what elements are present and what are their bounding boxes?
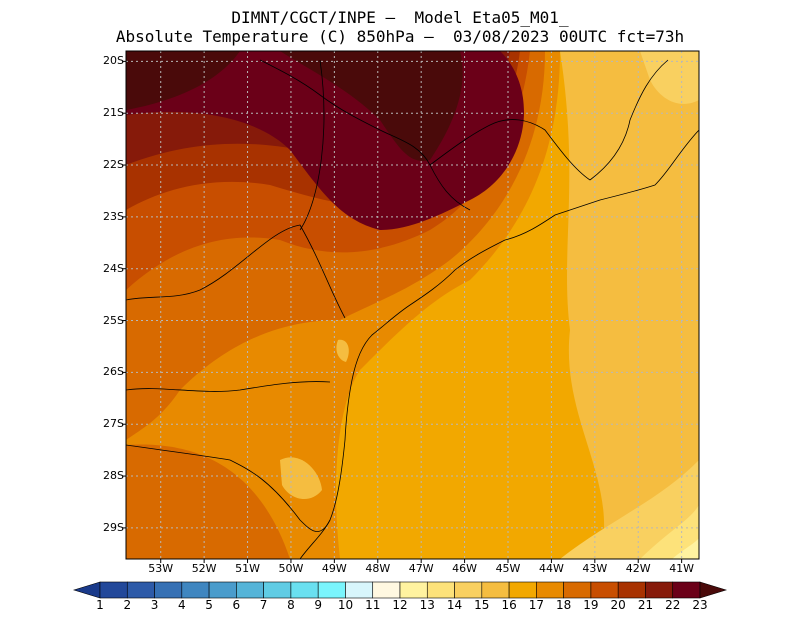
state-border-pr-sc — [126, 381, 331, 392]
colorbar-swatch — [372, 581, 401, 599]
colorbar-label: 17 — [528, 598, 544, 612]
colorbar-label: 1 — [96, 598, 104, 612]
lat-label: 29S — [103, 520, 124, 534]
colorbar-swatch — [454, 581, 483, 599]
colorbar-label: 15 — [474, 598, 490, 612]
lat-label: 27S — [103, 417, 124, 431]
colorbar-swatch — [617, 581, 646, 599]
colorbar-label: 5 — [205, 598, 213, 612]
colorbar-swatch — [399, 581, 428, 599]
lon-label: 46W — [452, 562, 478, 575]
lat-label: 23S — [103, 209, 124, 223]
field-24-west — [126, 51, 240, 110]
axis-ticks — [122, 60, 683, 563]
graticule — [126, 51, 699, 559]
colorbar-label: 2 — [123, 598, 132, 612]
state-border-mg-sp — [259, 59, 471, 211]
lon-label: 44W — [538, 562, 564, 575]
lon-label: 47W — [408, 562, 434, 575]
colorbar-label: 8 — [287, 598, 295, 612]
colorbar-label: 23 — [692, 598, 708, 612]
lon-label: 51W — [235, 562, 260, 575]
colorbar-arrow-high — [699, 581, 728, 599]
lat-label: 24S — [103, 261, 124, 275]
colorbar-label: 3 — [150, 598, 159, 612]
field-se-15 — [560, 460, 699, 559]
state-border-mg-es — [589, 59, 669, 181]
lon-label: 41W — [669, 562, 695, 575]
map-title-line1: DIMNT/CGCT/INPE – Model Eta05_M01_ — [231, 8, 569, 27]
colorbar-swatch — [536, 581, 564, 599]
colorbar-swatch — [563, 581, 592, 599]
colorbar-label: 10 — [337, 598, 354, 612]
colorbar-label: 4 — [177, 598, 186, 612]
colorbar-swatch — [590, 581, 619, 599]
lon-label: 43W — [582, 562, 608, 575]
colorbar-label: 9 — [314, 598, 322, 612]
state-border-sp-pr — [126, 224, 346, 319]
field-se-14 — [640, 505, 699, 559]
lat-label: 28S — [103, 469, 124, 483]
field-se-13 — [672, 538, 699, 559]
colorbar-label: 7 — [259, 598, 268, 612]
colorbar-swatch — [99, 581, 128, 599]
lon-label: 42W — [625, 562, 651, 575]
colorbar-swatch — [645, 581, 674, 599]
lat-label: 22S — [103, 158, 124, 172]
lat-label: 20S — [103, 54, 124, 68]
colorbar-label: 12 — [392, 598, 408, 612]
colorbar-label: 14 — [446, 598, 463, 612]
field-sw-19 — [126, 444, 290, 559]
colorbar-label: 6 — [232, 598, 241, 612]
field-blob2-16 — [336, 339, 349, 362]
colorbar-swatch — [672, 581, 701, 599]
state-border-sc-rs — [126, 444, 331, 532]
colorbar-label: 11 — [365, 598, 381, 612]
lat-label: 26S — [103, 365, 124, 379]
colorbar-label: 13 — [419, 598, 435, 612]
colorbar-swatch — [481, 581, 510, 599]
colorbar-swatch — [263, 581, 292, 599]
state-border-mg-rj — [429, 119, 591, 181]
colorbar-swatch — [236, 581, 264, 599]
colorbar-swatch — [126, 581, 155, 599]
field-ne-15 — [640, 51, 699, 104]
colorbar-label: 16 — [501, 598, 517, 612]
colorbar-label: 22 — [665, 598, 681, 612]
map-title-line2: Absolute Temperature (C) 850hPa – 03/08/… — [115, 27, 685, 46]
lat-label: 25S — [103, 313, 124, 327]
lat-label: 21S — [103, 106, 124, 120]
colorbar-swatch — [345, 581, 374, 599]
colorbar-swatch — [290, 581, 319, 599]
colorbar-swatch — [154, 581, 183, 599]
colorbar-label: 19 — [583, 598, 599, 612]
colorbar-swatch — [508, 581, 537, 599]
colorbar-label: 21 — [637, 598, 654, 612]
colorbar-swatch — [426, 581, 455, 599]
colorbar-swatch — [317, 581, 346, 599]
colorbar-swatch — [181, 581, 210, 599]
colorbar-swatch — [208, 581, 237, 599]
lon-label: 52W — [191, 562, 217, 575]
lon-label: 49W — [321, 562, 347, 575]
lon-label: 48W — [365, 562, 391, 575]
lon-label: 50W — [278, 562, 304, 575]
map-frame — [125, 50, 700, 560]
river-parana — [299, 59, 325, 231]
colorbar-arrow-low — [72, 581, 101, 599]
colorbar-label: 20 — [610, 598, 626, 612]
field-24-center — [280, 51, 463, 161]
colorbar-label: 18 — [555, 598, 572, 612]
atlantic-coastline — [299, 129, 699, 559]
lon-label: 53W — [148, 562, 174, 575]
lon-label: 45W — [495, 562, 521, 575]
